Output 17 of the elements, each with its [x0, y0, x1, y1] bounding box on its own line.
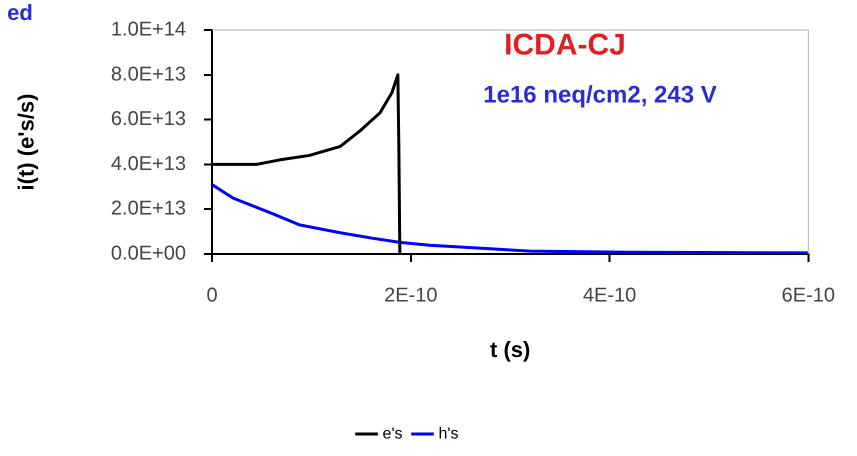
y-tick-label: 0.0E+00 [110, 242, 186, 265]
x-tick-label: 2E-10 [384, 284, 438, 307]
x-tick-label: 4E-10 [582, 284, 636, 307]
y-axis-title: i(t) (e's/s) [13, 94, 38, 190]
x-tick-label: 0 [206, 284, 218, 307]
annotation: ICDA-CJ [504, 28, 626, 62]
x-tick-label: 6E-10 [782, 284, 836, 307]
legend-label: h's [438, 425, 458, 442]
y-tick-label: 4.0E+13 [110, 152, 186, 175]
text: ed [7, 0, 33, 26]
y-tick-label: 2.0E+13 [110, 198, 186, 220]
y-tick-label: 6.0E+13 [110, 108, 186, 130]
x-axis-title: t (s) [490, 336, 530, 362]
y-tick-label: 1.0E+14 [110, 18, 186, 41]
annotation: 1e16 neq/cm2, 243 V [483, 82, 717, 109]
legend-label: e's [382, 425, 402, 442]
y-tick-label: 8.0E+13 [110, 63, 186, 86]
